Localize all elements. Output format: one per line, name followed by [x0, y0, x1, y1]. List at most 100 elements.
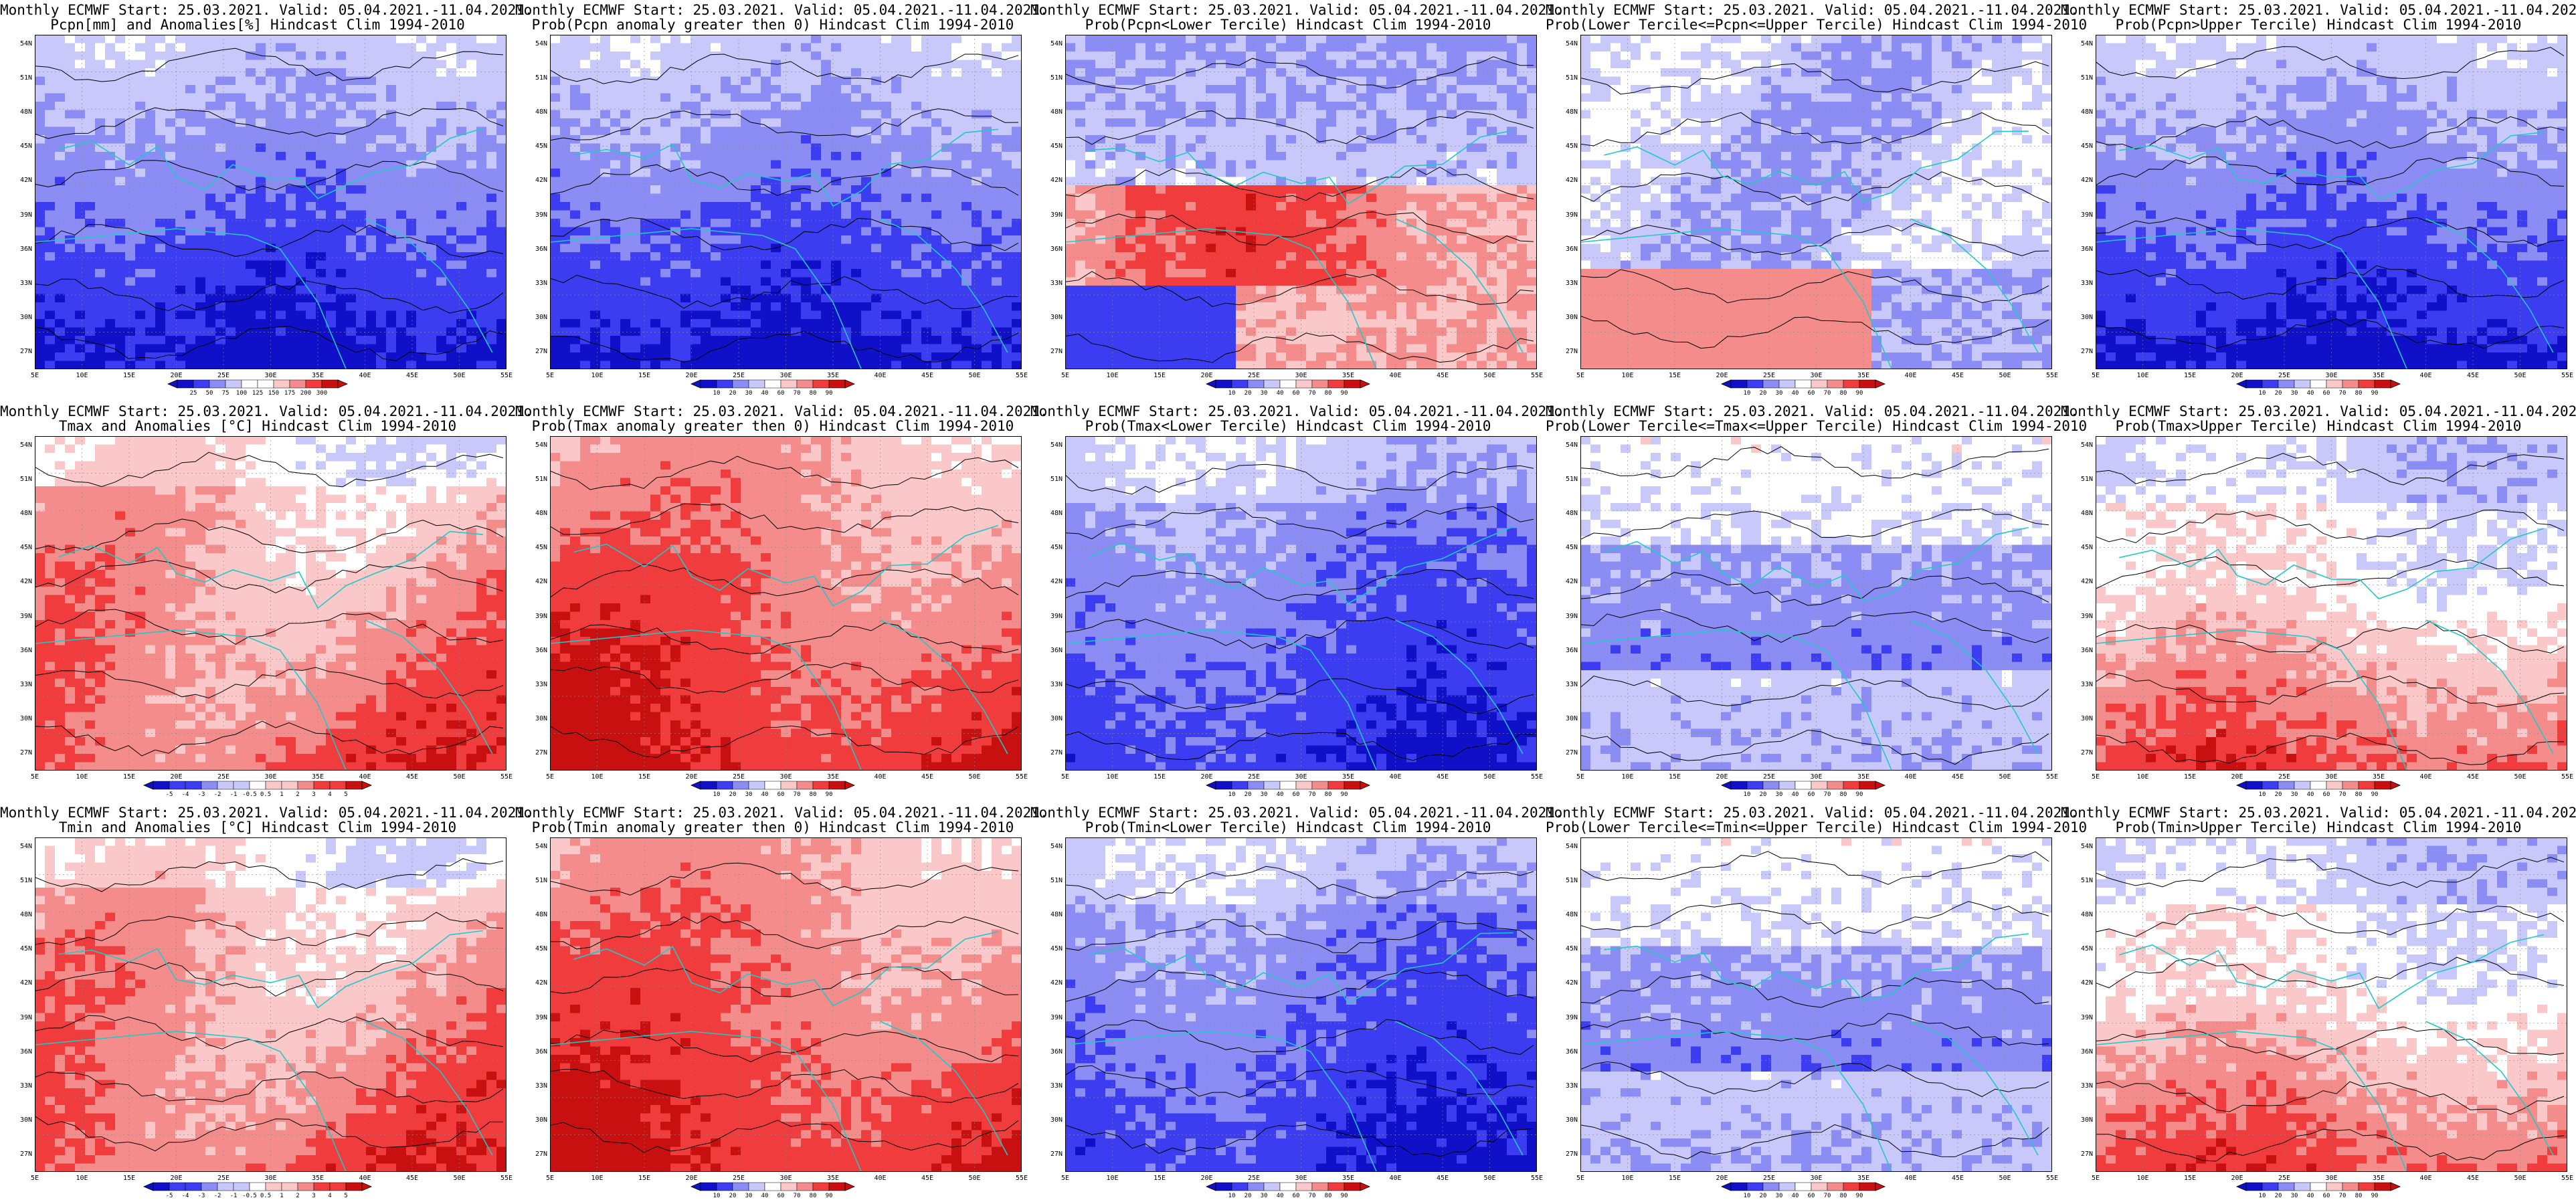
colorbar-tick-label: 30 — [1261, 1193, 1268, 1199]
latitude-label: 51N — [2070, 877, 2093, 884]
colorbar-tick-label: 30 — [745, 390, 753, 397]
panel-title: Monthly ECMWF Start: 25.03.2021. Valid: … — [515, 3, 1048, 17]
longitude-label: 55E — [1016, 372, 1028, 379]
colorbar — [143, 781, 373, 790]
latitude-label: 36N — [9, 245, 32, 253]
longitude-label: 45E — [1437, 1175, 1449, 1182]
latitude-label: 30N — [2070, 1116, 2093, 1124]
colorbar-tick-label: 70 — [2339, 390, 2347, 397]
longitude-label: 20E — [1716, 1175, 1728, 1182]
panel-subtitle: Prob(Tmax>Upper Tercile) Hindcast Clim 1… — [2061, 419, 2576, 433]
colorbar — [690, 379, 856, 389]
map-panel: Monthly ECMWF Start: 25.03.2021. Valid: … — [515, 803, 1048, 1204]
longitude-label: 25E — [1763, 1175, 1775, 1182]
panel-subtitle: Prob(Lower Tercile<=Tmin<=Upper Tercile)… — [1546, 820, 2087, 835]
colorbar-tick-label: 70 — [794, 1193, 801, 1199]
longitude-label: 25E — [1248, 372, 1260, 379]
longitude-label: 20E — [685, 372, 697, 379]
longitude-label: 35E — [312, 773, 324, 781]
colorbar-tick-label: 40 — [2307, 390, 2314, 397]
colorbar-tick-label: 80 — [1325, 1193, 1332, 1199]
longitude-label: 40E — [1389, 372, 1401, 379]
longitude-label: 15E — [1154, 372, 1166, 379]
longitude-label: 55E — [500, 1175, 513, 1182]
colorbar-tick-label: 70 — [1824, 791, 1831, 798]
latitude-label: 48N — [2070, 911, 2093, 918]
latitude-label: 45N — [9, 544, 32, 551]
longitude-label: 40E — [1389, 1175, 1401, 1182]
colorbar — [1720, 379, 1886, 389]
colorbar-tick-label: -1 — [230, 791, 238, 798]
colorbar-tick-label: 60 — [1293, 390, 1300, 397]
latitude-label: 45N — [2070, 945, 2093, 952]
latitude-label: 27N — [1040, 1150, 1063, 1158]
latitude-label: 27N — [525, 749, 547, 757]
latitude-label: 45N — [525, 945, 547, 952]
latitude-label: 27N — [9, 749, 32, 757]
longitude-label: 50E — [453, 372, 465, 379]
latitude-label: 42N — [525, 177, 547, 184]
longitude-label: 55E — [2046, 1175, 2058, 1182]
colorbar-tick-label: 20 — [1760, 791, 1767, 798]
panel-subtitle: Prob(Pcpn>Upper Tercile) Hindcast Clim 1… — [2061, 17, 2576, 32]
latitude-label: 48N — [1040, 510, 1063, 517]
colorbar-tick-label: 90 — [1341, 1193, 1348, 1199]
latitude-label: 54N — [1040, 441, 1063, 449]
latitude-label: 45N — [2070, 142, 2093, 150]
longitude-label: 55E — [2561, 1175, 2573, 1182]
colorbar-tick-label: 90 — [1341, 791, 1348, 798]
longitude-label: 30E — [2325, 372, 2337, 379]
colorbar-tick-label: 60 — [2323, 390, 2330, 397]
longitude-label: 15E — [1669, 372, 1681, 379]
latitude-label: 33N — [1040, 280, 1063, 287]
colorbar-tick-label: 90 — [826, 390, 833, 397]
latitude-label: 27N — [525, 348, 547, 355]
longitude-label: 40E — [359, 1175, 371, 1182]
longitude-label: 35E — [2373, 372, 2385, 379]
colorbar-tick-label: 70 — [1824, 1193, 1831, 1199]
colorbar-tick-label: 10 — [1228, 1193, 1236, 1199]
longitude-label: 40E — [359, 773, 371, 781]
longitude-label: 55E — [2046, 773, 2058, 781]
longitude-label: 55E — [1016, 1175, 1028, 1182]
longitude-label: 20E — [1716, 372, 1728, 379]
longitude-label: 50E — [2514, 773, 2526, 781]
latitude-label: 54N — [2070, 441, 2093, 449]
panel-subtitle: Prob(Tmin<Lower Tercile) Hindcast Clim 1… — [1030, 820, 1546, 835]
longitude-label: 40E — [874, 372, 886, 379]
panel-subtitle: Pcpn[mm] and Anomalies[%] Hindcast Clim … — [0, 17, 515, 32]
forecast-map — [35, 35, 507, 369]
latitude-label: 54N — [9, 40, 32, 47]
latitude-label: 33N — [1040, 1082, 1063, 1090]
colorbar-tick-label: 10 — [713, 390, 721, 397]
latitude-label: 30N — [1555, 314, 1578, 321]
colorbar-tick-label: 10 — [1744, 390, 1751, 397]
longitude-label: 25E — [1248, 1175, 1260, 1182]
colorbar-tick-label: 40 — [761, 1193, 769, 1199]
longitude-label: 15E — [2184, 372, 2196, 379]
longitude-label: 10E — [2136, 773, 2148, 781]
latitude-label: 48N — [1040, 911, 1063, 918]
colorbar-tick-label: 70 — [794, 791, 801, 798]
colorbar-tick-label: 20 — [2275, 1193, 2282, 1199]
latitude-label: 48N — [9, 911, 32, 918]
map-panel: Monthly ECMWF Start: 25.03.2021. Valid: … — [0, 401, 533, 803]
colorbar — [1205, 1182, 1371, 1191]
latitude-label: 27N — [1555, 348, 1578, 355]
longitude-label: 55E — [1531, 372, 1543, 379]
colorbar-tick-label: 70 — [1309, 390, 1316, 397]
colorbar-tick-label: 60 — [2323, 791, 2330, 798]
panel-title: Monthly ECMWF Start: 25.03.2021. Valid: … — [2061, 404, 2576, 419]
longitude-label: 25E — [733, 773, 745, 781]
panel-title: Monthly ECMWF Start: 25.03.2021. Valid: … — [1030, 805, 1564, 820]
longitude-label: 35E — [1857, 1175, 1869, 1182]
longitude-label: 5E — [1576, 372, 1584, 379]
panel-subtitle: Prob(Lower Tercile<=Tmax<=Upper Tercile)… — [1546, 419, 2087, 433]
latitude-label: 39N — [1040, 613, 1063, 620]
colorbar-tick-label: 60 — [777, 390, 785, 397]
latitude-label: 51N — [1040, 74, 1063, 82]
latitude-label: 33N — [2070, 681, 2093, 688]
colorbar-tick-label: 25 — [190, 390, 197, 397]
colorbar-tick-label: 5 — [344, 1193, 347, 1199]
latitude-label: 30N — [525, 1116, 547, 1124]
